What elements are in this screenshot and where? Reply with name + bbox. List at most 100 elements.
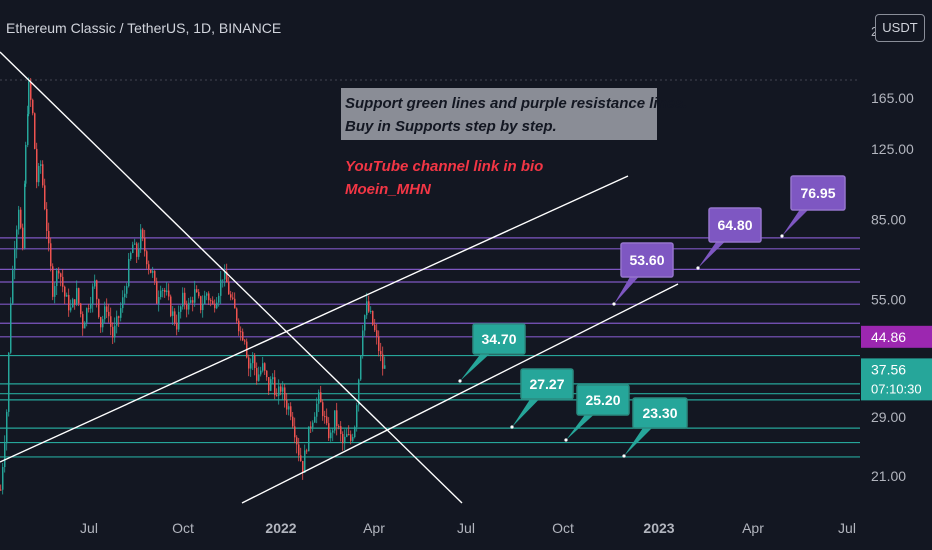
candle [50, 237, 52, 272]
candle-body [202, 304, 204, 311]
candle-body [198, 292, 200, 297]
support-callout-23.30: 23.30 [622, 397, 688, 458]
candle [194, 280, 196, 307]
candle-body [368, 301, 370, 312]
red-note-line-2: Moein_MHN [345, 181, 432, 198]
resistance-callout-53.60-box [620, 242, 674, 278]
candle-body [160, 290, 162, 298]
candle-body [94, 280, 96, 287]
candle-body [2, 467, 4, 490]
candle [378, 330, 380, 357]
candle-body [122, 297, 124, 309]
candle [44, 178, 46, 211]
candle [116, 310, 118, 334]
candle-body [298, 444, 300, 456]
x-tick-label: Apr [742, 520, 764, 536]
candle-body [180, 306, 182, 312]
candle [24, 180, 26, 250]
candle-body [292, 416, 294, 427]
y-tick-label: 21.00 [871, 468, 906, 484]
support-callout-34.70: 34.70 [458, 323, 526, 383]
candle [224, 264, 226, 287]
candle [244, 339, 246, 345]
candle [112, 322, 114, 345]
candle-body [366, 301, 368, 316]
resistance-callout-64.80-anchor [696, 266, 700, 270]
candle-body [50, 243, 52, 267]
candle [16, 225, 18, 259]
candle [25, 141, 27, 187]
candle-body [38, 165, 40, 183]
candle-body [130, 252, 132, 259]
candle [178, 305, 180, 333]
x-tick-label: Oct [552, 520, 574, 536]
candle [170, 294, 172, 318]
candle-body [330, 432, 332, 439]
candle [368, 295, 370, 313]
candle-body [218, 295, 220, 303]
candle-body [142, 229, 144, 238]
candle-body [322, 402, 324, 417]
candle-body [216, 302, 218, 309]
candle-body [70, 307, 72, 311]
candle [346, 428, 348, 438]
candle [374, 318, 376, 333]
candle [212, 296, 214, 305]
candle-body [204, 295, 206, 305]
candle-body [182, 292, 184, 307]
candle [64, 285, 66, 305]
x-tick-label: 2022 [265, 520, 296, 536]
candle [34, 112, 36, 150]
candle-body [64, 286, 66, 297]
candle [28, 77, 30, 117]
candle-body [214, 303, 216, 309]
candle-body [106, 306, 108, 312]
candle-body [80, 303, 82, 315]
candle-body [6, 411, 8, 444]
candle [334, 410, 336, 434]
currency-selector-button[interactable]: USDT [875, 14, 925, 42]
candle-body [96, 280, 98, 300]
resistance-callout-53.60-label: 53.60 [629, 252, 664, 268]
candle [58, 267, 60, 279]
x-tick-label: Apr [363, 520, 385, 536]
candle-body [118, 316, 120, 318]
candle [196, 285, 198, 293]
support-callout-23.30-anchor [622, 454, 626, 458]
candle-body [364, 315, 366, 331]
candle [38, 163, 40, 187]
candle [124, 285, 126, 305]
candle [66, 292, 68, 297]
candle [150, 269, 152, 274]
candle [204, 290, 206, 305]
candle [294, 417, 296, 444]
candle [384, 356, 386, 369]
candle-body [382, 354, 384, 369]
candle [0, 484, 2, 491]
candle [4, 435, 6, 473]
candle [238, 318, 240, 336]
candle [102, 315, 104, 333]
candle-body [376, 330, 378, 337]
candle [46, 202, 48, 240]
candle [138, 242, 140, 260]
candle-body [90, 303, 92, 309]
candle [280, 383, 282, 396]
candle [262, 356, 264, 373]
candle [27, 105, 29, 148]
candle-body [326, 416, 328, 424]
countdown-label: 07:10:30 [871, 381, 922, 396]
candle [266, 370, 268, 381]
candle-body [334, 410, 336, 431]
candle-body [316, 403, 318, 417]
candle-body [302, 461, 304, 473]
candle-body [116, 316, 118, 326]
candle [236, 307, 238, 324]
candle [308, 426, 310, 452]
candle [88, 303, 90, 313]
candle-body [356, 405, 358, 428]
candle-body [88, 308, 90, 310]
candle [228, 276, 230, 295]
candle-body [86, 308, 88, 323]
